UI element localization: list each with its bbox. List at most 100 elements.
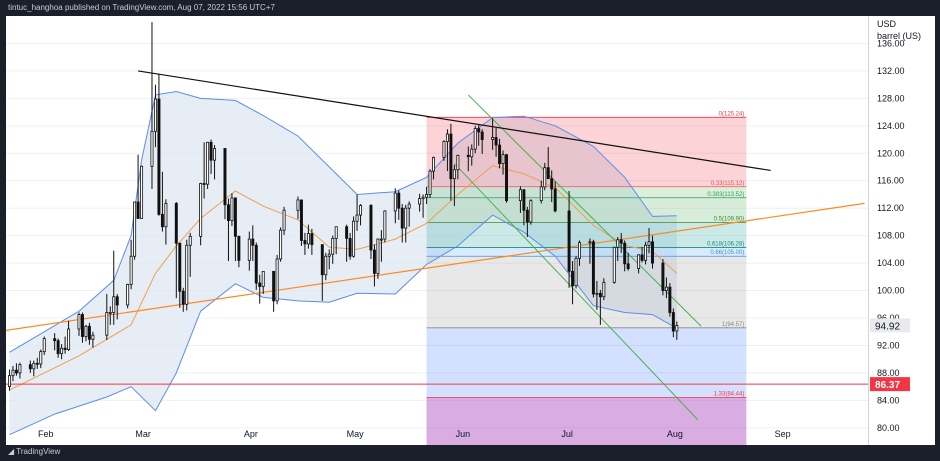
candle-body [133, 201, 137, 257]
x-tick-label: Jul [561, 429, 573, 439]
price-axis[interactable]: USD barrel (US) 136.00 132.00 128.00 124.00 12… [868, 16, 935, 445]
candle-body [233, 197, 237, 237]
channel-lower-line [454, 163, 699, 420]
fib-zone [426, 397, 747, 445]
candle-body [334, 226, 338, 239]
candle-body [501, 154, 505, 164]
candle-body [651, 241, 654, 264]
current-price-label: 94.92 [875, 321, 900, 332]
candle-body [42, 338, 46, 353]
candle-body [664, 286, 668, 291]
candle-body [640, 254, 644, 261]
tradingview-logo-icon: ◢ [8, 447, 17, 456]
candle-body [7, 375, 11, 388]
candle-body [404, 207, 408, 229]
candle-body [574, 257, 578, 287]
candle-body [303, 240, 307, 245]
y-tick-label: 116.00 [877, 176, 904, 186]
y-tick-label: 88.00 [877, 368, 900, 378]
candle-body [518, 189, 522, 202]
support-price-label: 86.37 [875, 380, 900, 391]
candle-body [209, 141, 213, 161]
candle-body [327, 253, 331, 257]
fib-level-label: 1.33(84.44) [714, 391, 745, 397]
x-tick-label: Sep [775, 429, 791, 439]
candle-body [39, 351, 43, 365]
ascending-trendline [5, 202, 865, 331]
candle-body [494, 137, 498, 146]
candle-body [543, 167, 547, 188]
candle-body [477, 128, 481, 133]
candle-body [456, 154, 460, 171]
candle-body [421, 196, 425, 199]
y-axis-unit-sub: barrel (US) [877, 31, 921, 41]
y-tick-label: 136.00 [877, 38, 905, 48]
candle-body [80, 314, 84, 337]
chart-pane[interactable]: 0(125.24) 0.33(115.12) 0.383(113.52) 0.5(10… [5, 16, 868, 445]
candle-body [251, 238, 255, 246]
candle-body [529, 200, 533, 223]
candle-body [84, 325, 88, 337]
candle-body [60, 347, 64, 355]
candle-body [254, 244, 258, 284]
candle-body [550, 178, 554, 190]
candle-body [522, 189, 526, 211]
candle-body [525, 209, 529, 223]
candle-body [115, 296, 119, 306]
y-tick-label: 124.00 [877, 121, 905, 131]
candle-body [129, 255, 133, 285]
y-tick-label: 96.00 [877, 313, 900, 323]
fib-zone [426, 247, 747, 257]
moving-average-line [9, 165, 678, 391]
candle-body [223, 148, 227, 206]
x-tick-label: Aug [667, 429, 683, 439]
candle-body [150, 130, 154, 167]
candle-body [602, 281, 606, 298]
candle-body [320, 244, 324, 276]
fib-level-label: 0(125.24) [719, 111, 745, 117]
candle-body [498, 144, 502, 164]
candle-body [140, 165, 144, 219]
candle-body [619, 239, 623, 244]
candle-body [272, 270, 276, 302]
candle-body [345, 226, 349, 239]
candle-body [299, 199, 303, 241]
y-tick-label: 112.00 [877, 203, 904, 213]
price-axis-svg[interactable]: USD barrel (US)136.00 132.00 128.00 124.00 12… [869, 16, 935, 445]
candle-body [553, 188, 557, 212]
fib-level-label: 0.383(113.52) [707, 192, 744, 198]
candle-body [466, 154, 470, 158]
candle-body [324, 255, 328, 276]
candle-body [18, 364, 22, 374]
x-tick-label: Apr [244, 429, 258, 439]
candle-body [348, 237, 352, 257]
y-tick-label: 128.00 [877, 93, 905, 103]
y-tick-label: 92.00 [877, 340, 900, 350]
candle-body [112, 296, 116, 313]
fib-zone [426, 117, 747, 187]
candle-body [91, 334, 95, 340]
tradingview-logo-text: TradingView [16, 447, 61, 456]
candle-body [185, 244, 189, 305]
candle-body [671, 312, 675, 332]
candle-body [359, 205, 363, 216]
candle-body [178, 242, 182, 292]
descending-trendline [137, 70, 771, 172]
candle-body [473, 128, 477, 150]
candle-body [306, 233, 310, 245]
candle-body [407, 203, 411, 209]
candle-body [160, 213, 164, 228]
candle-body [56, 340, 60, 355]
candle-body [63, 347, 67, 350]
y-tick-label: 108.00 [877, 231, 905, 241]
candle-body [449, 133, 453, 180]
candle-body [397, 192, 401, 209]
price-chart[interactable]: 0(125.24) 0.33(115.12) 0.383(113.52) 0.5(10… [5, 16, 868, 445]
candle-body [35, 362, 39, 365]
candle-body [87, 325, 91, 340]
candle-body [616, 239, 620, 248]
candle-body [331, 237, 335, 255]
candle-body [578, 242, 581, 259]
candle-body [230, 197, 234, 221]
tradingview-logo: ◢ TradingView [8, 447, 60, 456]
